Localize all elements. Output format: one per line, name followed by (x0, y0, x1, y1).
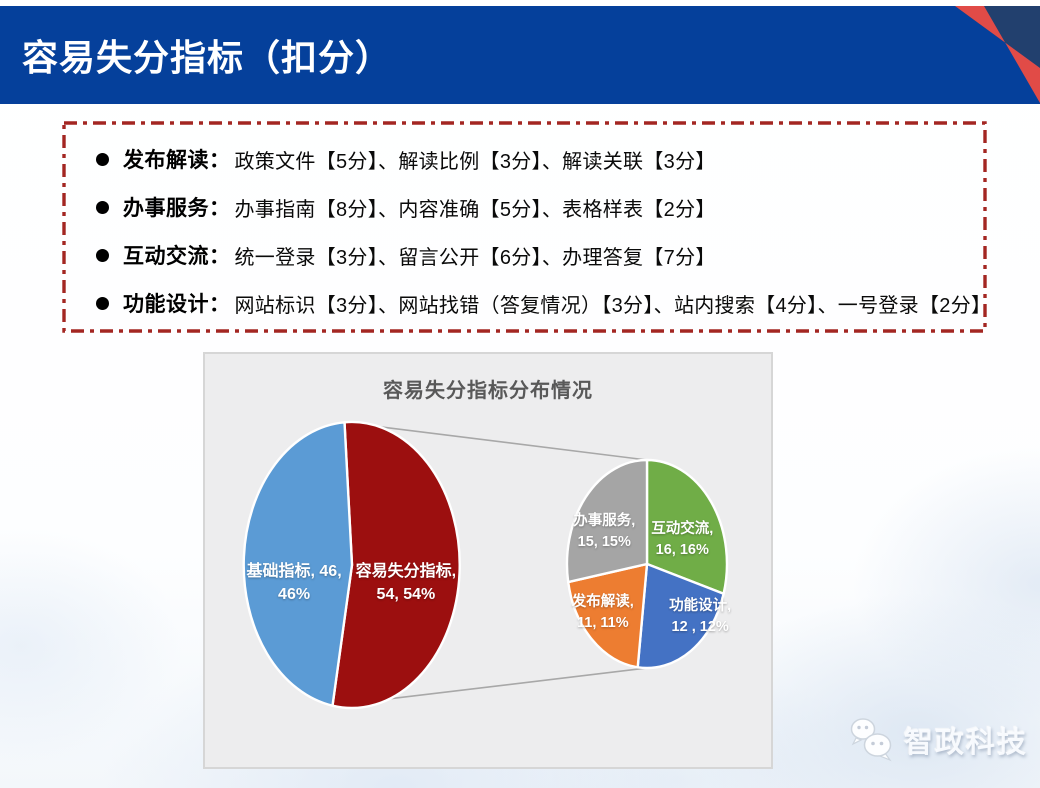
bullet-icon (96, 296, 109, 310)
bullet-icon (96, 248, 109, 262)
connector-line (344, 421, 648, 461)
indicator-list-box: 发布解读： 政策文件【5分】、解读比例【3分】、解读关联【3分】 办事服务： 办事指南… (62, 121, 991, 333)
wechat-icon (850, 718, 892, 762)
secondary-pie-label-0: 互动交流, 16, 16% (651, 520, 714, 558)
list-item-text: 办事指南【8分】、内容准确【5分】、表格样表【2分】 (234, 198, 716, 221)
page-title: 容易失分指标（扣分） (22, 37, 393, 78)
secondary-pie-label-2: 发布解读, 11, 11% (571, 593, 634, 631)
list-item-label: 发布解读： (123, 149, 231, 172)
watermark-brand: 智政科技 (904, 727, 1029, 759)
bullet-icon (96, 152, 109, 166)
list-item-label: 办事服务： (123, 197, 231, 220)
indicator-list-items: 发布解读： 政策文件【5分】、解读比例【3分】、解读关联【3分】 办事服务： 办事指南… (62, 121, 991, 333)
main-pie-label-1: 基础指标, 46, 46% (246, 562, 342, 603)
secondary-pie-slice-1 (636, 562, 725, 670)
secondary-pie-label-1: 功能设计, 12 , 12% (669, 597, 732, 635)
secondary-pie-slice-2 (567, 562, 649, 669)
list-item: 功能设计： 网站标识【3分】、网站找错（答复情况）【3分】、站内搜索【4分】、一号… (88, 288, 991, 318)
chart-panel: 容易失分指标分布情况 容易失分指标, 54, 54% 基础指标, 46, 46% 互动交… (203, 352, 773, 769)
list-item-label: 功能设计： (123, 293, 231, 316)
watermark: 智政科技 (848, 716, 1028, 764)
chart-title: 容易失分指标分布情况 (383, 380, 593, 402)
secondary-pie-slice-0 (645, 458, 729, 595)
corner-accent (955, 6, 1040, 103)
list-item: 发布解读： 政策文件【5分】、解读比例【3分】、解读关联【3分】 (88, 144, 961, 174)
pie-of-pie-chart (242, 420, 729, 710)
bullet-icon (96, 200, 109, 214)
list-item: 互动交流： 统一登录【3分】、留言公开【6分】、办理答复【7分】 (88, 240, 961, 270)
list-item-text: 政策文件【5分】、解读比例【3分】、解读关联【3分】 (234, 150, 716, 173)
list-item-text: 统一登录【3分】、留言公开【6分】、办理答复【7分】 (234, 246, 716, 269)
main-pie-label-0: 容易失分指标, 54, 54% (355, 562, 457, 603)
list-item-label: 互动交流： (123, 245, 231, 268)
list-item-text: 网站标识【3分】、网站找错（答复情况）【3分】、站内搜索【4分】、一号登录【2分… (234, 294, 992, 317)
main-pie-slice-1 (242, 421, 354, 707)
list-item: 办事服务： 办事指南【8分】、内容准确【5分】、表格样表【2分】 (88, 192, 961, 222)
secondary-pie-slice-3 (565, 458, 649, 584)
header-banner: 容易失分指标（扣分） (0, 6, 1040, 104)
dashed-border (62, 121, 987, 333)
main-pie-slice-0 (331, 420, 461, 710)
secondary-pie-label-3: 办事服务, 15, 15% (573, 513, 636, 551)
